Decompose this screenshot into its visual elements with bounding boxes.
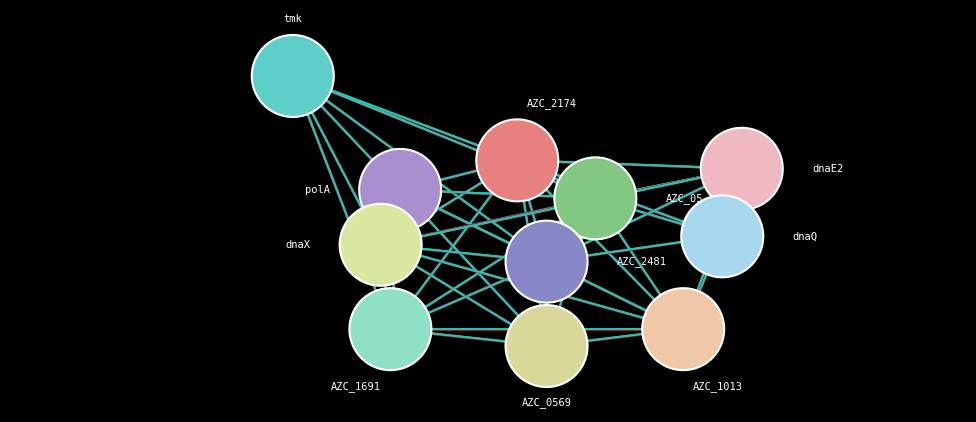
Ellipse shape xyxy=(681,195,763,277)
Text: dnaX: dnaX xyxy=(285,240,310,250)
Text: dnaE2: dnaE2 xyxy=(812,164,843,174)
Text: dnaQ: dnaQ xyxy=(793,231,818,241)
Ellipse shape xyxy=(506,305,588,387)
Ellipse shape xyxy=(554,157,636,239)
Ellipse shape xyxy=(476,119,558,201)
Text: AZC_1013: AZC_1013 xyxy=(693,381,743,392)
Text: AZC_2481: AZC_2481 xyxy=(617,256,667,267)
Text: polA: polA xyxy=(305,185,330,195)
Ellipse shape xyxy=(349,288,431,370)
Ellipse shape xyxy=(252,35,334,117)
Ellipse shape xyxy=(642,288,724,370)
Ellipse shape xyxy=(701,128,783,210)
Ellipse shape xyxy=(506,221,588,303)
Text: AZC_1691: AZC_1691 xyxy=(331,381,381,392)
Text: AZC_0569: AZC_0569 xyxy=(521,398,572,408)
Ellipse shape xyxy=(359,149,441,231)
Text: AZC_2174: AZC_2174 xyxy=(527,98,577,109)
Text: AZC_05: AZC_05 xyxy=(666,193,703,204)
Text: tmk: tmk xyxy=(283,14,303,24)
Ellipse shape xyxy=(340,204,422,286)
